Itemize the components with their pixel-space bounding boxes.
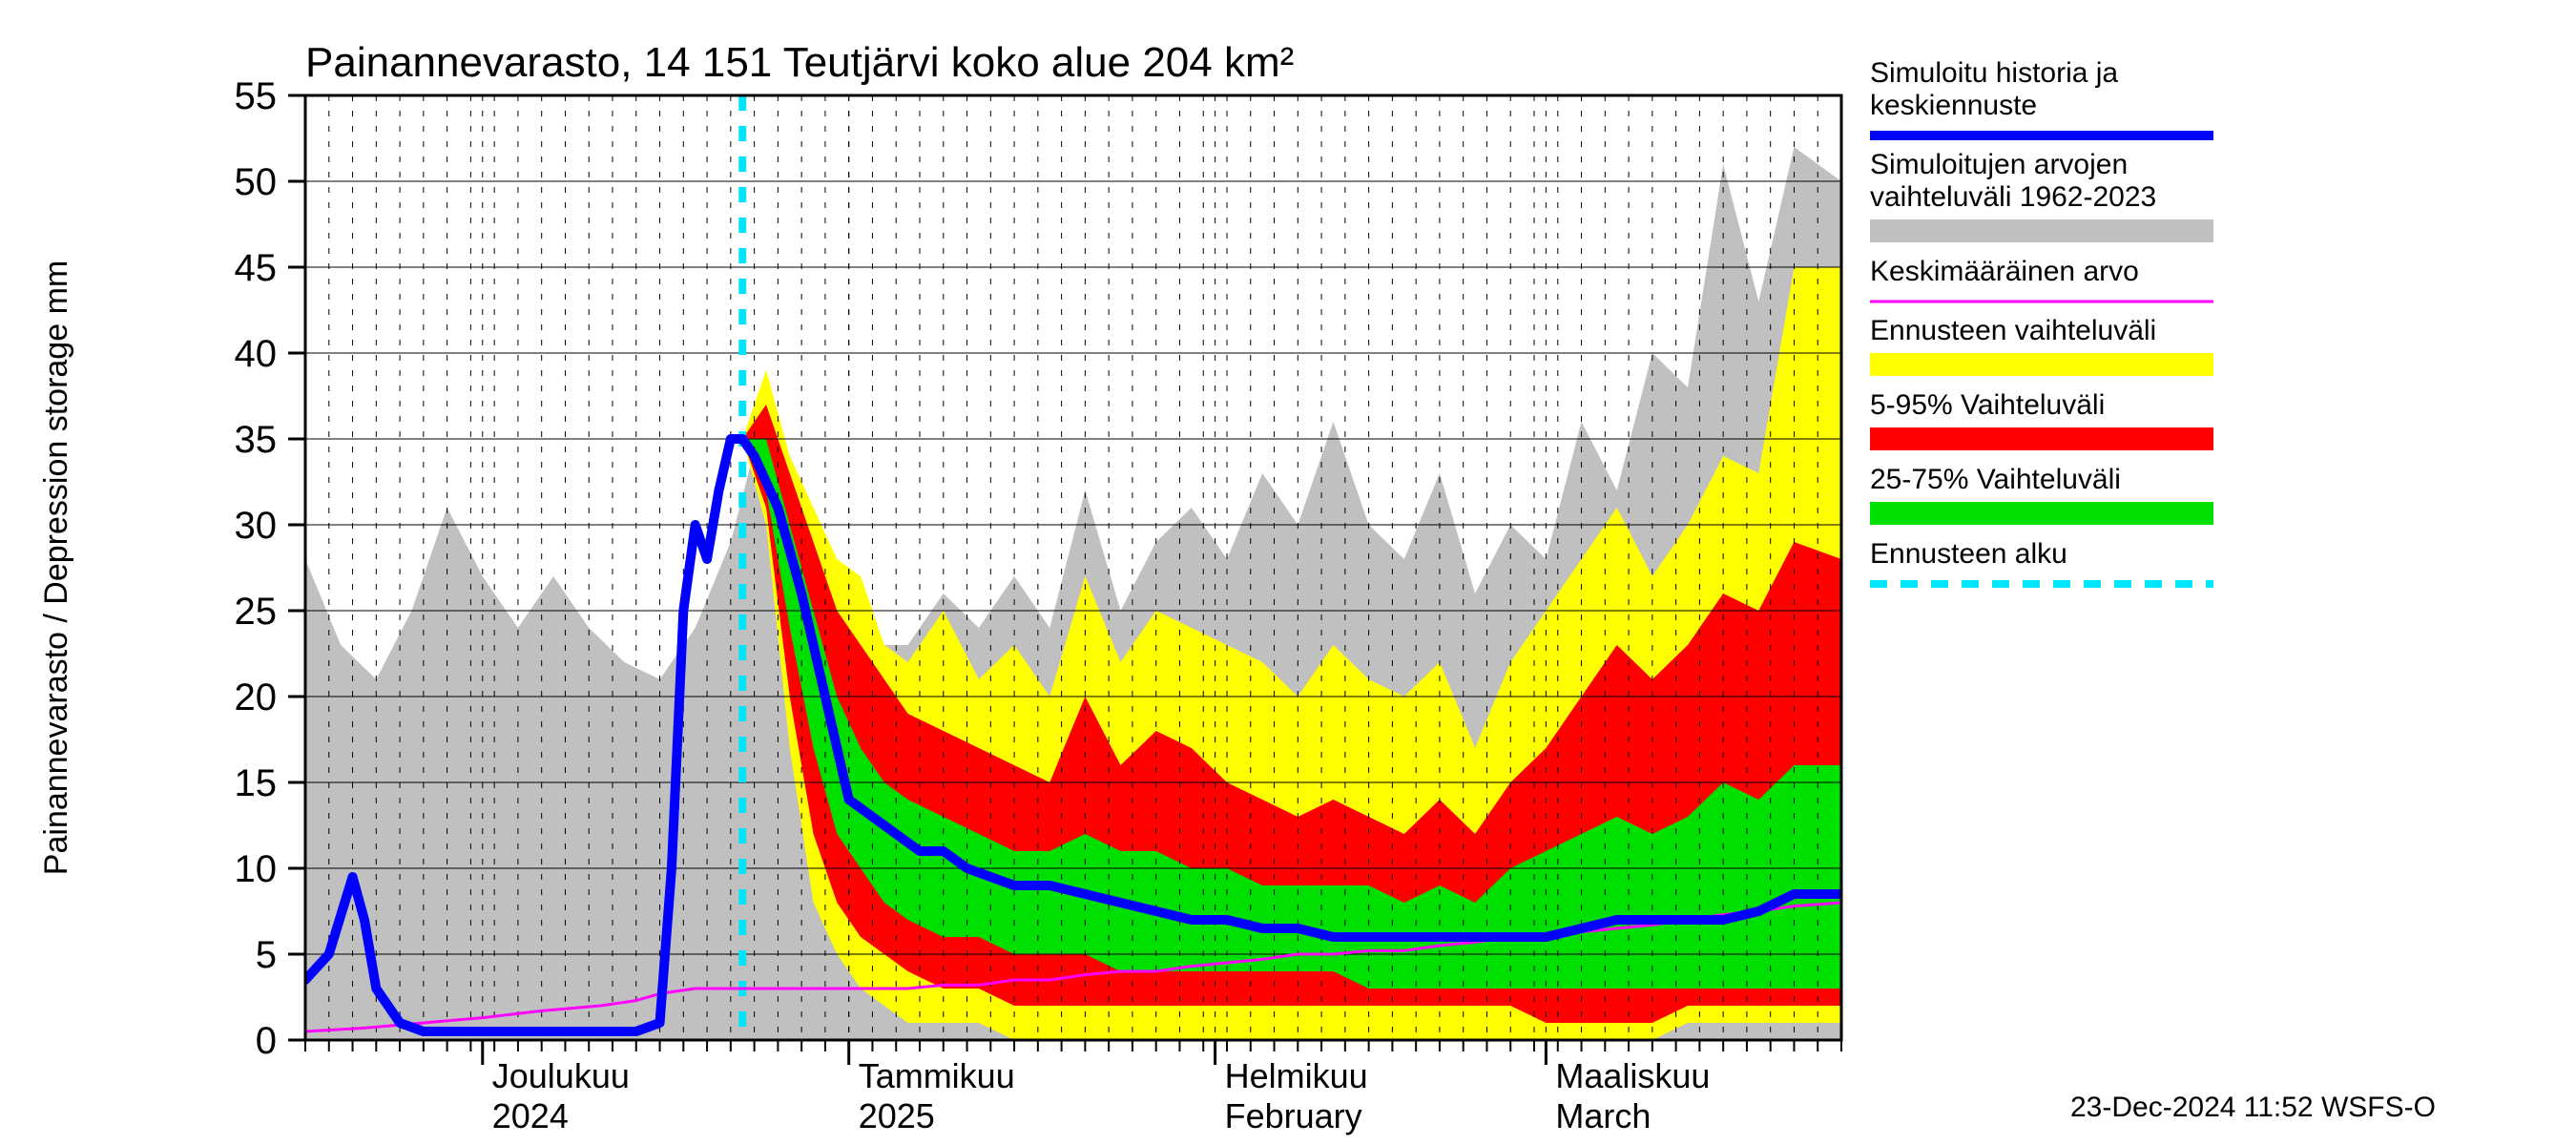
svg-text:February: February (1225, 1096, 1362, 1135)
svg-text:Ennusteen vaihteluväli: Ennusteen vaihteluväli (1870, 315, 2156, 346)
svg-text:40: 40 (235, 333, 278, 375)
svg-text:keskiennuste: keskiennuste (1870, 90, 2037, 121)
svg-text:5-95% Vaihteluväli: 5-95% Vaihteluväli (1870, 389, 2105, 421)
svg-text:March: March (1555, 1096, 1651, 1135)
svg-text:25-75% Vaihteluväli: 25-75% Vaihteluväli (1870, 464, 2121, 495)
svg-text:2025: 2025 (859, 1096, 935, 1135)
svg-text:Ennusteen alku: Ennusteen alku (1870, 538, 2067, 570)
svg-text:23-Dec-2024 11:52 WSFS-O: 23-Dec-2024 11:52 WSFS-O (2070, 1092, 2436, 1123)
svg-text:0: 0 (256, 1020, 277, 1062)
svg-text:10: 10 (235, 848, 278, 890)
svg-text:20: 20 (235, 677, 278, 718)
svg-text:Simuloitujen arvojen: Simuloitujen arvojen (1870, 149, 2128, 180)
svg-text:5: 5 (256, 934, 277, 976)
svg-text:Maaliskuu: Maaliskuu (1555, 1056, 1710, 1095)
svg-text:Tammikuu: Tammikuu (859, 1056, 1015, 1095)
svg-text:15: 15 (235, 762, 278, 804)
svg-text:Keskimääräinen arvo: Keskimääräinen arvo (1870, 256, 2139, 287)
svg-text:50: 50 (235, 161, 278, 203)
svg-text:2024: 2024 (492, 1096, 569, 1135)
svg-text:Painannevarasto, 14 151 Teutjä: Painannevarasto, 14 151 Teutjärvi koko a… (305, 39, 1294, 86)
chart-svg: 0510152025303540455055Joulukuu2024Tammik… (0, 0, 2576, 1145)
svg-text:Painannevarasto / Depression s: Painannevarasto / Depression storage mm (38, 260, 74, 875)
svg-text:35: 35 (235, 419, 278, 461)
svg-text:Helmikuu: Helmikuu (1225, 1056, 1368, 1095)
svg-text:45: 45 (235, 247, 278, 289)
svg-text:Simuloitu historia ja: Simuloitu historia ja (1870, 57, 2118, 89)
svg-text:30: 30 (235, 505, 278, 547)
svg-text:25: 25 (235, 591, 278, 633)
svg-text:vaihteluväli 1962-2023: vaihteluväli 1962-2023 (1870, 181, 2156, 213)
chart-container: 0510152025303540455055Joulukuu2024Tammik… (0, 0, 2576, 1145)
svg-text:55: 55 (235, 75, 278, 117)
svg-text:Joulukuu: Joulukuu (492, 1056, 630, 1095)
